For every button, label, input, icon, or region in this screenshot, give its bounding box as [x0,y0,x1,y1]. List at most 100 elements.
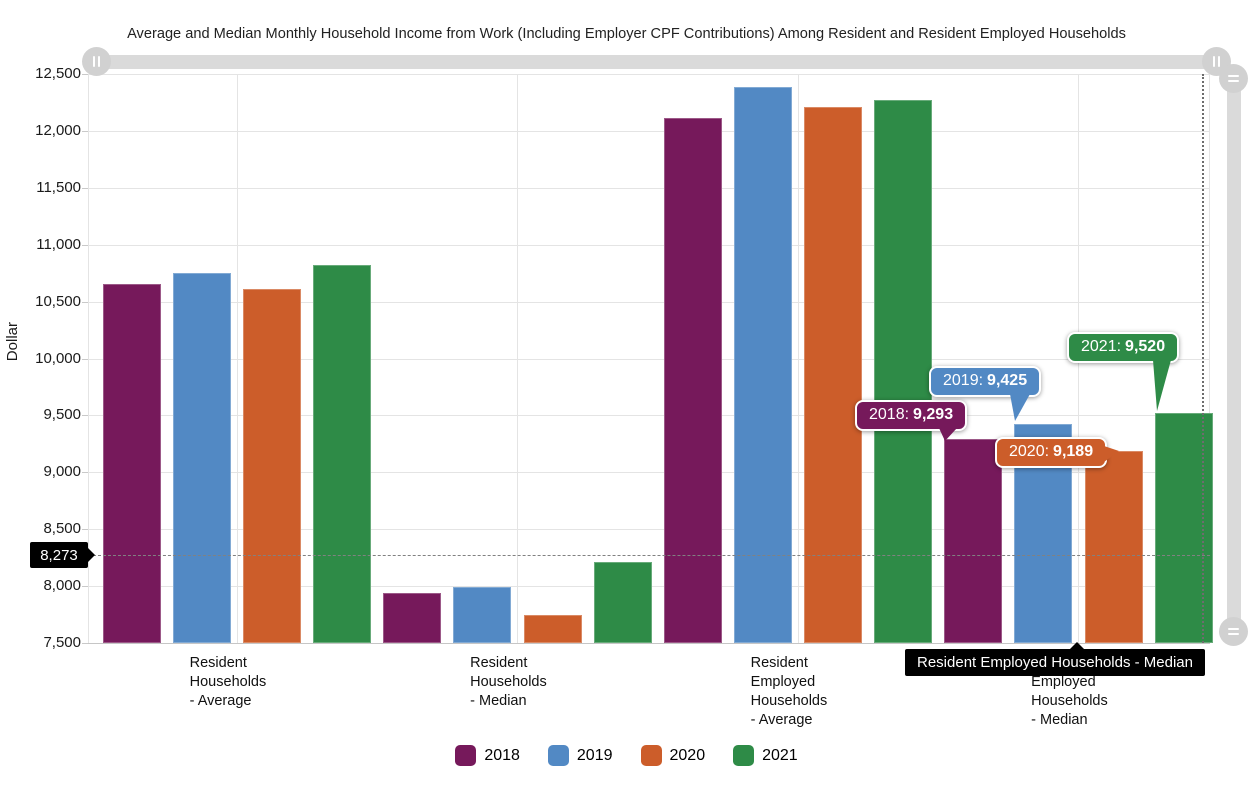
y-tick-label: 10,000 [35,349,81,367]
y-axis-tick [82,130,89,132]
vertical-zoom-scrollbar[interactable] [1227,78,1241,632]
legend-label: 2020 [669,746,706,764]
y-axis-tick [82,643,89,644]
x-axis-line [88,643,1210,644]
grip-lines-vertical-icon [93,56,95,67]
gridline [797,74,799,643]
gridline [88,74,1210,75]
y-axis-tick [82,301,89,303]
bar-2020-category-3[interactable] [1084,450,1143,643]
scrollbar-top-grip[interactable] [1219,64,1248,93]
y-tick-label: 9,000 [43,463,81,481]
legend-swatch-icon [455,745,477,766]
bar-2018-category-1[interactable] [383,592,441,643]
legend-swatch-icon [640,745,662,766]
tooltip-pointer [1153,360,1172,411]
y-axis-tick [82,472,89,474]
gridline [88,187,1210,189]
tooltip-label: 2018: [869,406,910,423]
y-axis-cursor-value: 8,273 [40,546,78,564]
y-tick-label: 8,000 [43,577,81,595]
grip-lines-horizontal-icon [1228,75,1239,77]
scrollbar-left-grip[interactable] [82,47,111,76]
bar-2019-category-1[interactable] [453,587,512,643]
plot-border [1209,74,1210,643]
y-axis-tick [82,187,89,189]
y-axis-tick [82,586,89,588]
legend-swatch-icon [547,745,569,766]
legend: 2018 2019 2020 2021 [0,745,1253,766]
legend-label: 2021 [762,746,798,764]
y-tick-label: 9,500 [43,406,81,424]
grip-lines-horizontal-icon [1228,633,1239,635]
legend-item-2019[interactable]: 2019 [547,745,613,766]
bar-tooltip-2019: 2019: 9,425 [929,366,1042,421]
plot-border [88,74,89,643]
gridline [88,358,1210,360]
bar-tooltip-2018: 2018: 9,293 [855,400,968,441]
y-tick-label: 11,000 [36,235,81,253]
tooltip-pointer [1104,446,1120,462]
bar-2021-category-0[interactable] [313,264,372,643]
x-axis-cursor-value: Resident Employed Households - Median [917,654,1193,671]
y-tick-label: 12,500 [35,65,81,82]
bar-2020-category-1[interactable] [523,615,582,643]
tooltip-label: 2021: [1081,338,1122,355]
gridline [236,74,238,643]
grip-lines-horizontal-icon [1228,80,1239,82]
x-category-label: Resident Households - Median [470,655,547,709]
y-axis-cursor-tooltip: 8,273 [30,542,95,568]
bar-tooltip-2021: 2021: 9,520 [1067,332,1180,411]
y-axis-tick [82,74,89,75]
gridline [88,244,1210,246]
y-tick-label: 7,500 [43,634,81,651]
y-axis-tick [82,415,89,417]
legend-label: 2019 [576,746,613,764]
tooltip-label: 2020: [1009,443,1050,460]
grip-lines-horizontal-icon [1228,628,1239,630]
crosshair-vertical-line [1202,74,1204,643]
crosshair-horizontal-line [88,555,1210,557]
bar-2020-category-0[interactable] [243,289,302,643]
x-axis-cursor-tooltip: Resident Employed Households - Median [905,642,1205,676]
bar-2021-category-3[interactable] [1154,413,1213,643]
gridline [88,130,1210,132]
tooltip-value: 9,425 [987,372,1028,389]
legend-item-2021[interactable]: 2021 [733,745,798,766]
x-category-label: Resident Households - Average [189,655,267,709]
tooltip-label: 2019: [943,372,984,389]
bar-tooltip-2020: 2020: 9,189 [995,437,1120,468]
legend-swatch-icon [733,745,755,766]
scrollbar-bottom-grip[interactable] [1219,617,1248,646]
gridline [88,529,1210,531]
bar-2018-category-3[interactable] [944,438,1002,643]
scrollbar-right-grip[interactable] [1202,47,1231,76]
legend-item-2018[interactable]: 2018 [455,745,520,766]
gridline [88,301,1210,303]
x-category-label: Resident Employed Households - Average [750,655,828,728]
legend-item-2020[interactable]: 2020 [640,745,706,766]
horizontal-zoom-scrollbar[interactable] [95,55,1218,69]
bar-2018-category-0[interactable] [102,284,161,643]
bar-2018-category-2[interactable] [663,118,722,643]
y-tick-label: 10,500 [35,292,81,310]
bar-2021-category-2[interactable] [874,100,933,643]
bar-2020-category-2[interactable] [804,107,863,643]
tooltip-value: 9,520 [1125,338,1166,355]
grip-lines-vertical-icon [98,56,100,67]
bar-2021-category-1[interactable] [593,561,652,643]
grip-lines-vertical-icon [1213,56,1215,67]
bar-2019-category-0[interactable] [172,272,231,643]
chart-title: Average and Median Monthly Household Inc… [127,26,1126,42]
y-tick-label: 8,500 [43,520,81,538]
tooltip-pointer [1009,394,1030,421]
y-tick-label: 11,500 [36,178,81,196]
grip-lines-vertical-icon [1218,56,1220,67]
gridline [88,415,1210,417]
tooltip-pointer [939,428,958,441]
legend-label: 2018 [484,746,520,764]
gridline [88,472,1210,474]
y-axis-tick [82,529,89,531]
bar-2019-category-2[interactable] [733,86,792,643]
